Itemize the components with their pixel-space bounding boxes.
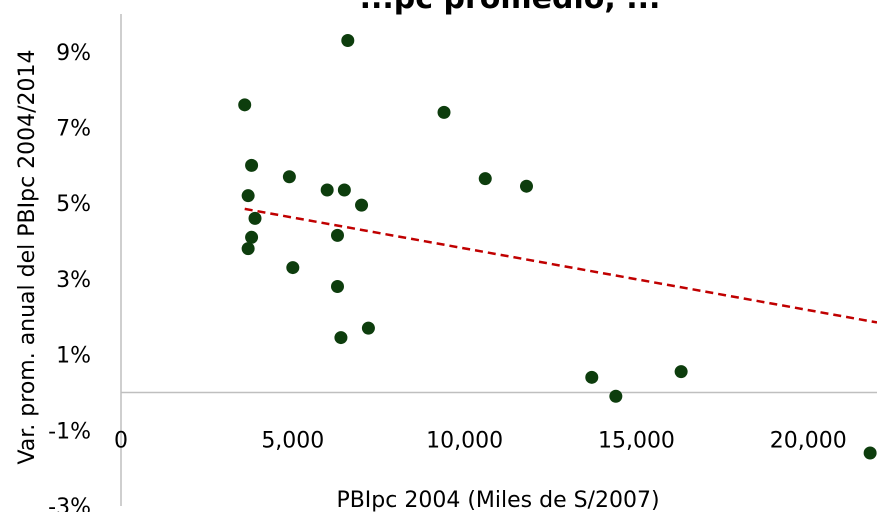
data-point: [337, 183, 351, 197]
chart-title: ...pc promedio, ...: [360, 0, 661, 16]
data-point: [245, 158, 259, 172]
data-point: [241, 189, 255, 203]
x-tick-label: 20,000: [770, 428, 847, 453]
x-tick-label: 5,000: [261, 428, 324, 453]
data-point: [334, 331, 348, 345]
y-tick-label: 7%: [56, 117, 91, 142]
data-point: [609, 389, 623, 403]
data-point: [863, 446, 877, 460]
x-tick-label: 10,000: [426, 428, 503, 453]
data-point: [248, 211, 262, 225]
data-point: [330, 228, 344, 242]
x-tick-label: 0: [114, 428, 128, 453]
data-point: [330, 279, 344, 293]
data-point: [286, 261, 300, 275]
data-point: [355, 198, 369, 212]
data-point: [320, 183, 334, 197]
y-tick-label: 1%: [56, 344, 91, 369]
data-point: [241, 242, 255, 256]
x-tick-label: 15,000: [598, 428, 675, 453]
y-axis-title: Var. prom. anual del PBIpc 2004/2014: [15, 49, 40, 464]
data-point: [437, 105, 451, 119]
data-point: [282, 170, 296, 184]
y-tick-label: -1%: [48, 419, 91, 444]
data-point: [478, 172, 492, 186]
y-tick-label: 5%: [56, 192, 91, 217]
y-tick-label: -3%: [48, 495, 91, 512]
axes: -3% -1% 1% 3% 5% 7% 9% 0 5,000 10,000 15,000 20,000: [48, 14, 877, 512]
data-point: [519, 179, 533, 193]
data-point: [674, 365, 688, 379]
trendline: [244, 207, 877, 324]
y-tick-label: 3%: [56, 268, 91, 293]
data-point: [585, 370, 599, 384]
y-tick-label: 9%: [56, 41, 91, 66]
points-group: [238, 33, 877, 460]
data-point: [341, 33, 355, 47]
data-point: [238, 98, 252, 112]
trendline-group: [244, 207, 877, 324]
data-point: [361, 321, 375, 335]
x-axis-title: PBIpc 2004 (Miles de S/2007): [336, 488, 659, 512]
data-point: [245, 230, 259, 244]
